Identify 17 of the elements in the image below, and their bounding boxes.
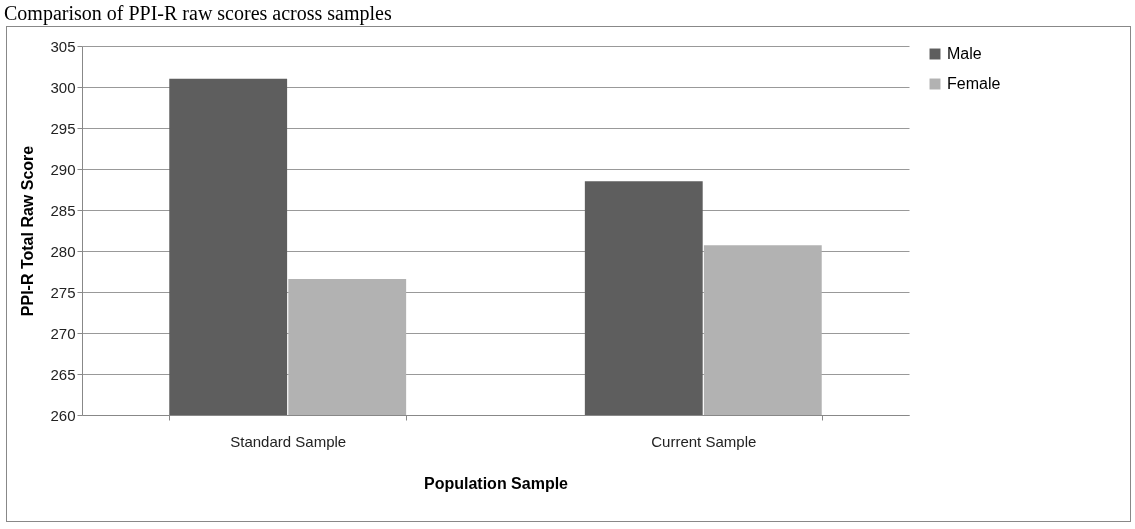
y-tick-label: 295 — [50, 119, 76, 137]
y-tick-label: 285 — [50, 201, 76, 219]
legend-label: Male — [947, 45, 982, 62]
x-tick-label: Standard Sample — [230, 432, 347, 450]
y-tick-label: 275 — [50, 283, 76, 301]
y-tick-label: 280 — [50, 242, 76, 260]
y-tick-label: 300 — [50, 78, 76, 96]
chart-title: Comparison of PPI-R raw scores across samples — [3, 1, 393, 26]
y-tick-label: 270 — [50, 324, 76, 342]
y-tick-label: 260 — [50, 406, 76, 424]
y-tick-label: 305 — [50, 37, 76, 55]
y-tick-label: 290 — [50, 160, 76, 178]
y-tick-label: 265 — [50, 365, 76, 383]
x-tick-label: Current Sample — [651, 432, 757, 450]
y-axis-title: PPI-R Total Raw Score — [19, 145, 37, 317]
x-axis-title: Population Sample — [423, 474, 569, 492]
legend-label: Female — [947, 75, 1001, 92]
